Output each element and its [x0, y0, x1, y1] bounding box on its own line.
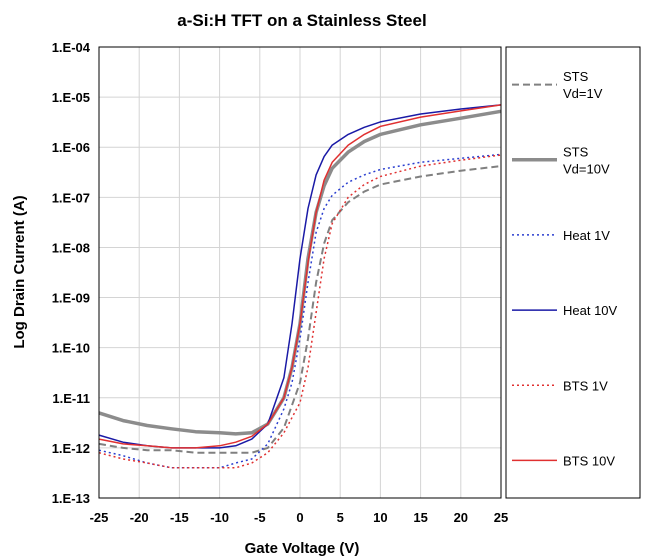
y-axis-label: Log Drain Current (A): [11, 195, 28, 348]
y-tick-label: 1.E-07: [52, 190, 90, 205]
y-tick-label: 1.E-10: [52, 341, 90, 356]
x-tick-label: 0: [296, 510, 303, 525]
y-tick-label: 1.E-12: [52, 441, 90, 456]
series-line-5: [98, 104, 502, 449]
legend-label-2: Heat 1V: [563, 228, 610, 243]
y-tick-label: 1.E-09: [52, 291, 90, 306]
y-tick-label: 1.E-11: [52, 391, 90, 406]
x-tick-label: -10: [210, 510, 229, 525]
x-tick-label: -5: [254, 510, 266, 525]
plot-area: [98, 46, 502, 499]
x-tick-label: 25: [494, 510, 508, 525]
y-tick-label: 1.E-08: [52, 240, 90, 255]
legend-label-4: BTS 1V: [563, 378, 608, 393]
x-tick-label: 10: [373, 510, 387, 525]
x-tick-label: 20: [454, 510, 468, 525]
legend-box: [505, 46, 641, 499]
legend-label-1: Vd=10V: [563, 161, 610, 176]
x-axis-ticks: -25 -20 -15 -10 -5 0 5 10 15 20 25: [90, 510, 509, 525]
x-tick-label: -15: [170, 510, 189, 525]
series-line-0: [98, 165, 502, 454]
legend-label-5: BTS 10V: [563, 453, 615, 468]
x-tick-label: -25: [90, 510, 109, 525]
x-tick-label: 5: [337, 510, 344, 525]
y-tick-label: 1.E-13: [52, 491, 90, 506]
legend-label-1: STS: [563, 144, 589, 159]
legend-label-0: STS: [563, 69, 589, 84]
y-axis-ticks: 1.E-13 1.E-12 1.E-11 1.E-10 1.E-09 1.E-08 1.E-…: [52, 40, 91, 506]
legend-label-0: Vd=1V: [563, 86, 603, 101]
plot-border: [98, 46, 502, 499]
legend-label-3: Heat 10V: [563, 303, 618, 318]
series-layer: [98, 104, 502, 469]
legend: STS Vd=1V STS Vd=10V Heat 1V Heat 10V BTS 1V BT…: [505, 46, 641, 499]
chart-title: a-Si:H TFT on a Stainless Steel: [177, 11, 426, 30]
x-tick-label: 15: [413, 510, 427, 525]
y-tick-label: 1.E-04: [52, 40, 91, 55]
x-tick-label: -20: [130, 510, 149, 525]
x-axis-label: Gate Voltage (V): [245, 540, 360, 557]
y-tick-label: 1.E-06: [52, 140, 90, 155]
y-tick-label: 1.E-05: [52, 90, 90, 105]
